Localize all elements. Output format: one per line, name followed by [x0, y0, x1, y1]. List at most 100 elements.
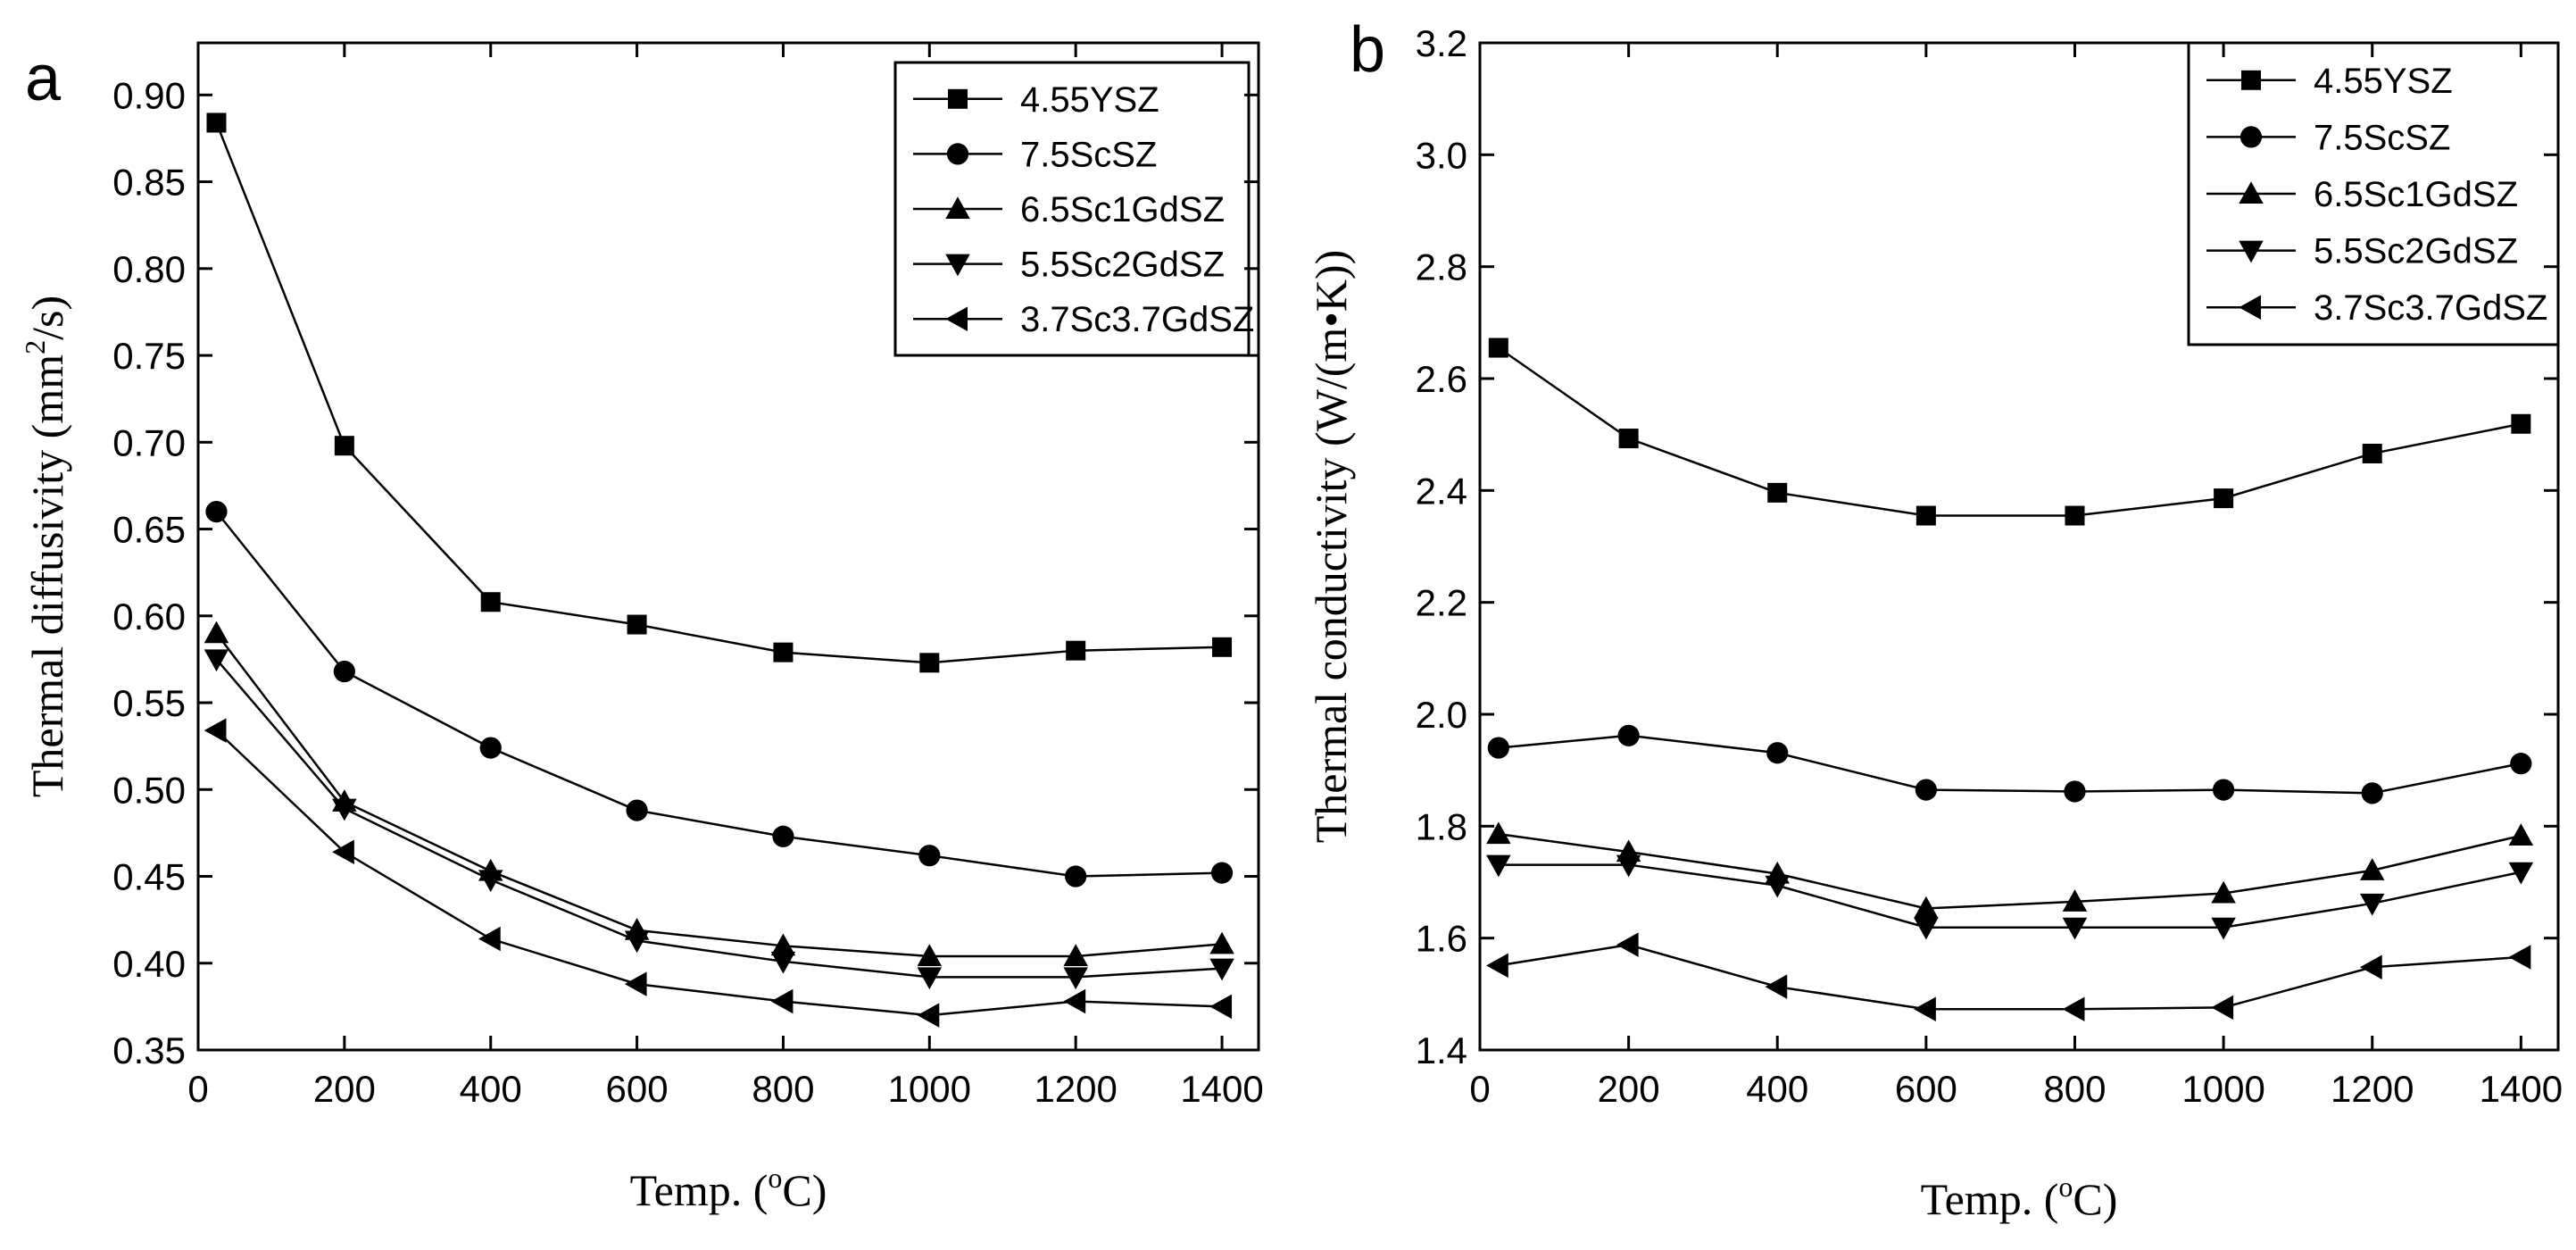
panel-a-series-line: [215, 511, 1223, 878]
panel-b-legend-entry: 7.5ScSZ: [2206, 118, 2450, 157]
panel-a-series-line: [215, 729, 1223, 1017]
panel-b-data-point: [2213, 779, 2235, 801]
panel-a-series-5: [204, 718, 1233, 1028]
panel-b-thermal-conductivity-chart: b 0 200 400 600 800 1000 1200 1400 1.4 1.6 1.8 2.0 2…: [1306, 14, 2563, 1224]
panel-a-data-point: [1209, 958, 1234, 981]
panel-b-x-tick-label: 1000: [2181, 1068, 2264, 1110]
panel-a-ticks: 0 200 400 600 800 1000 1200 1400 0.35 0.40 0.45 0.5…: [112, 43, 1264, 1110]
panel-b-y-axis-title: Thermal conductivity (W/(m•K)): [1306, 250, 1356, 844]
panel-a-x-axis-title: Temp. (oC): [630, 1162, 827, 1215]
panel-a-data-point: [478, 926, 501, 952]
panel-b-y-tick-label: 1.8: [1416, 805, 1467, 847]
panel-a-data-point: [918, 845, 941, 867]
panel-a-legend-label: 3.7Sc3.7GdSZ: [1020, 300, 1254, 339]
panel-b-data-point: [2065, 505, 2085, 526]
panel-b-y-tick-label: 3.0: [1416, 134, 1467, 176]
panel-a-label: a: [25, 43, 62, 114]
panel-b-y-tick-label: 2.8: [1416, 246, 1467, 288]
panel-b-y-tick-label: 2.6: [1416, 358, 1467, 400]
panel-b-y-tick-label: 2.0: [1416, 694, 1467, 736]
panel-a-legend-marker: [948, 88, 968, 109]
panel-a-legend-entry: 4.55YSZ: [913, 80, 1159, 120]
panel-b-x-tick-label: 600: [1895, 1068, 1957, 1110]
panel-b-data-point: [2064, 780, 2086, 803]
panel-b-series-line: [1498, 863, 2522, 929]
panel-a-x-tick-label: 0: [187, 1068, 208, 1110]
panel-a-data-point: [627, 614, 647, 635]
panel-b-data-point: [2211, 995, 2234, 1021]
panel-a-legend-box: [893, 61, 1251, 357]
panel-a-y-tick-label: 0.55: [112, 682, 186, 724]
panel-b-series-4: [1486, 854, 2534, 940]
panel-b-x-tick-label: 400: [1746, 1068, 1808, 1110]
panel-a-legend-marker: [945, 196, 970, 219]
panel-a-data-point: [770, 988, 794, 1014]
panel-a-legend-entry: 6.5Sc1GdSZ: [913, 190, 1225, 229]
panel-a-data-point: [333, 660, 355, 683]
panel-a-legend-label: 4.55YSZ: [1020, 80, 1159, 120]
panel-b-data-point: [1486, 854, 1511, 878]
panel-a-data-point: [206, 112, 227, 133]
panel-b-data-point: [2062, 996, 2085, 1022]
panel-a-legend-marker: [945, 254, 970, 277]
panel-a-series-line: [215, 122, 1223, 664]
panel-b-data-point: [1767, 482, 1788, 503]
panel-b-legend-entry: 5.5Sc2GdSZ: [2206, 232, 2518, 271]
panel-b-label: b: [1350, 14, 1385, 86]
panel-a-y-tick-label: 0.75: [112, 335, 186, 377]
panel-a-x-tick-label: 1200: [1034, 1068, 1117, 1110]
panel-b-y-tick-label: 2.4: [1416, 470, 1467, 512]
panel-b-data-point: [2214, 488, 2234, 509]
panel-b-data-point: [1616, 932, 1639, 957]
panel-b-legend-entry: 3.7Sc3.7GdSZ: [2206, 288, 2547, 328]
panel-a-plot-frame: [196, 41, 1260, 1052]
panel-a-y-tick-label: 0.35: [112, 1029, 186, 1071]
panel-b-legend-entry: 6.5Sc1GdSZ: [2206, 175, 2518, 214]
panel-a-y-tick-label: 0.85: [112, 162, 186, 204]
panel-b-x-tick-label: 200: [1598, 1068, 1660, 1110]
panel-a-data-point: [1212, 637, 1233, 657]
panel-b-data-point: [2062, 889, 2088, 912]
panel-a-data-point: [1066, 640, 1086, 661]
panel-a-legend-marker: [945, 306, 968, 331]
panel-b-x-tick-label: 1400: [2480, 1068, 2563, 1110]
panel-b-data-point: [1914, 996, 1936, 1022]
panel-b-ticks: 0 200 400 600 800 1000 1200 1400 1.4 1.6 1.8 2.0 2.2…: [1416, 22, 2563, 1110]
panel-a-data-point: [1209, 931, 1234, 954]
panel-b-y-tick-label: 1.6: [1416, 918, 1467, 960]
panel-b-series-1: [1488, 338, 2531, 526]
panel-b-legend: 4.55YSZ 7.5ScSZ 6.5Sc1GdSZ 5.5Sc2GdSZ 3.7Sc3…: [2187, 41, 2560, 346]
panel-a-series-2: [205, 501, 1234, 888]
panel-b-data-point: [1487, 737, 1509, 759]
panel-a-data-point: [770, 933, 796, 956]
panel-b-data-point: [1914, 917, 1939, 940]
panel-a-series-3: [204, 621, 1234, 966]
panel-b-series-line: [1498, 832, 2522, 910]
panel-b-legend-label: 3.7Sc3.7GdSZ: [2314, 288, 2547, 328]
panel-b-plot-frame: [1478, 41, 2560, 1052]
panel-b-data-point: [1617, 724, 1640, 746]
panel-b-series-2: [1487, 724, 2532, 804]
panel-a-y-tick-label: 0.90: [112, 74, 186, 116]
panel-a-legend-label: 7.5ScSZ: [1020, 135, 1157, 174]
panel-b-data-point: [2062, 917, 2088, 940]
panel-a-data-point: [624, 971, 647, 996]
panel-b-data-point: [2211, 917, 2236, 940]
panel-b-data-point: [2359, 893, 2385, 916]
panel-a-data-point: [1063, 967, 1088, 990]
panel-b-data-point: [2508, 945, 2531, 970]
panel-a-data-point: [204, 621, 229, 644]
panel-a-x-tick-label: 400: [460, 1068, 522, 1110]
panel-a-x-tick-label: 600: [606, 1068, 669, 1110]
panel-a-data-point: [773, 642, 794, 662]
panel-a-legend-entry: 7.5ScSZ: [913, 135, 1157, 174]
panel-a-series-line: [215, 632, 1223, 958]
panel-b-legend-marker: [2239, 181, 2264, 204]
panel-a-data-point: [1065, 865, 1087, 888]
panel-a-series-group: [204, 112, 1234, 1028]
panel-b-data-point: [1914, 896, 1939, 919]
panel-a-y-tick-label: 0.70: [112, 421, 186, 463]
panel-a-x-tick-label: 1000: [888, 1068, 971, 1110]
panel-b-x-tick-label: 800: [2043, 1068, 2106, 1110]
panel-b-series-group: [1486, 338, 2534, 1022]
